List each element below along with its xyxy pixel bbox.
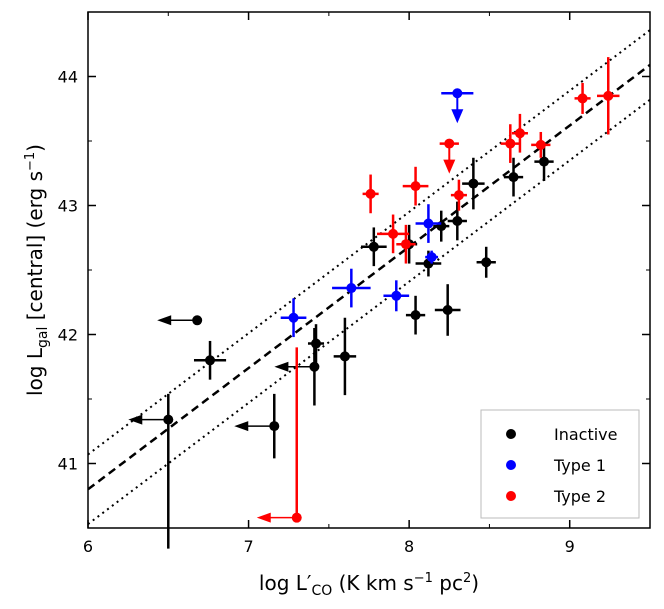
x-tick-label: 7: [243, 537, 253, 556]
data-marker: [453, 190, 464, 201]
data-marker: [291, 512, 302, 523]
y-axis-label: log Lgal [central] (erg s−1): [23, 144, 51, 396]
data-marker: [269, 421, 280, 432]
data-marker: [452, 88, 463, 99]
legend-label-inactive: Inactive: [554, 425, 618, 444]
data-point-type-1-3: [415, 204, 442, 243]
upper-limit-arrow-head: [274, 361, 289, 372]
data-marker: [508, 172, 519, 183]
data-point-inactive-1: [193, 340, 227, 380]
data-point-type-2-2: [377, 214, 410, 254]
legend-marker-type2: [506, 491, 516, 501]
y-tick-label: 41: [58, 455, 78, 474]
data-point-type-1-2: [383, 280, 410, 312]
legend-label-type1: Type 1: [553, 456, 606, 475]
legend-marker-type1: [506, 460, 516, 470]
data-marker: [410, 181, 421, 192]
data-point-inactive-15: [476, 246, 496, 278]
upper-limit-arrow-head: [443, 159, 456, 174]
data-marker: [442, 304, 453, 315]
data-point-type-1-1: [332, 268, 371, 308]
data-point-inactive-7: [360, 227, 387, 267]
data-point-type-2-9: [531, 131, 551, 158]
data-point-type-1-0: [280, 298, 307, 338]
data-marker: [505, 138, 516, 149]
x-tick-label: 6: [83, 537, 93, 556]
data-marker: [205, 355, 216, 366]
data-marker: [426, 252, 437, 263]
data-point-inactive-3: [234, 393, 280, 459]
fit-line: [88, 63, 650, 491]
data-point-inactive-4: [307, 324, 325, 363]
data-marker: [444, 138, 455, 149]
upper-limit-arrow-head: [256, 512, 271, 523]
data-marker: [400, 239, 411, 250]
data-point-inactive-11: [433, 210, 450, 242]
upper-limit-arrow-head: [451, 109, 464, 124]
data-point-inactive-0: [157, 315, 203, 326]
data-marker: [339, 351, 350, 362]
data-marker: [311, 338, 322, 349]
data-point-type-2-6: [450, 179, 467, 211]
data-marker: [309, 361, 320, 372]
data-point-type-2-11: [597, 57, 620, 135]
data-marker: [365, 188, 376, 199]
data-point-inactive-17: [534, 142, 554, 181]
data-marker: [514, 128, 525, 139]
data-point-type-2-1: [362, 174, 379, 214]
data-marker: [535, 139, 546, 150]
y-tick-label: 43: [58, 197, 78, 216]
x-tick-label: 8: [404, 537, 414, 556]
data-point-type-2-5: [439, 138, 459, 174]
data-marker: [391, 290, 402, 301]
legend-marker-inactive: [506, 429, 516, 439]
fit-scatter-upper: [88, 29, 650, 456]
x-tick-label: 9: [565, 537, 575, 556]
upper-limit-arrow-head: [128, 414, 143, 425]
data-points: [128, 57, 620, 549]
data-point-type-2-10: [574, 82, 591, 114]
legend-box: [480, 409, 640, 519]
data-point-inactive-6: [333, 317, 357, 396]
upper-limit-arrow-head: [157, 315, 172, 326]
data-marker: [368, 241, 379, 252]
y-tick-label: 42: [58, 326, 78, 345]
data-point-inactive-2: [128, 393, 174, 549]
data-point-inactive-9: [405, 295, 426, 335]
upper-limit-arrow-head: [234, 421, 249, 432]
data-marker: [288, 312, 299, 323]
data-marker: [423, 218, 434, 229]
data-point-inactive-5: [274, 328, 320, 406]
data-point-type-1-4: [425, 250, 439, 264]
data-marker: [481, 257, 492, 268]
data-marker: [410, 310, 421, 321]
data-marker: [468, 178, 479, 189]
x-axis-label: log L′CO (K km s−1 pc2): [259, 571, 479, 599]
legend-label-type2: Type 2: [553, 487, 606, 506]
data-point-type-2-4: [402, 166, 429, 206]
data-marker: [163, 414, 174, 425]
data-marker: [603, 90, 614, 101]
fit-lines: [88, 29, 650, 525]
data-point-type-2-7: [500, 124, 520, 163]
data-marker: [452, 215, 463, 226]
data-marker: [539, 156, 550, 167]
data-marker: [192, 315, 203, 326]
data-point-type-2-8: [511, 113, 528, 153]
data-point-inactive-14: [462, 157, 485, 210]
data-point-type-2-3: [396, 224, 416, 264]
data-marker: [346, 283, 357, 294]
y-tick-label: 44: [58, 68, 78, 87]
data-point-type-2-0: [256, 347, 302, 523]
axis-ticks: 6 7 8 9 41 42 43 44: [58, 11, 651, 556]
data-point-inactive-13: [447, 201, 467, 241]
data-point-type-1-5: [441, 88, 474, 124]
data-point-inactive-12: [434, 284, 461, 336]
data-marker: [388, 228, 399, 239]
data-marker: [577, 93, 588, 104]
legend: Inactive Type 1 Type 2: [480, 409, 640, 519]
data-point-inactive-16: [503, 157, 524, 197]
